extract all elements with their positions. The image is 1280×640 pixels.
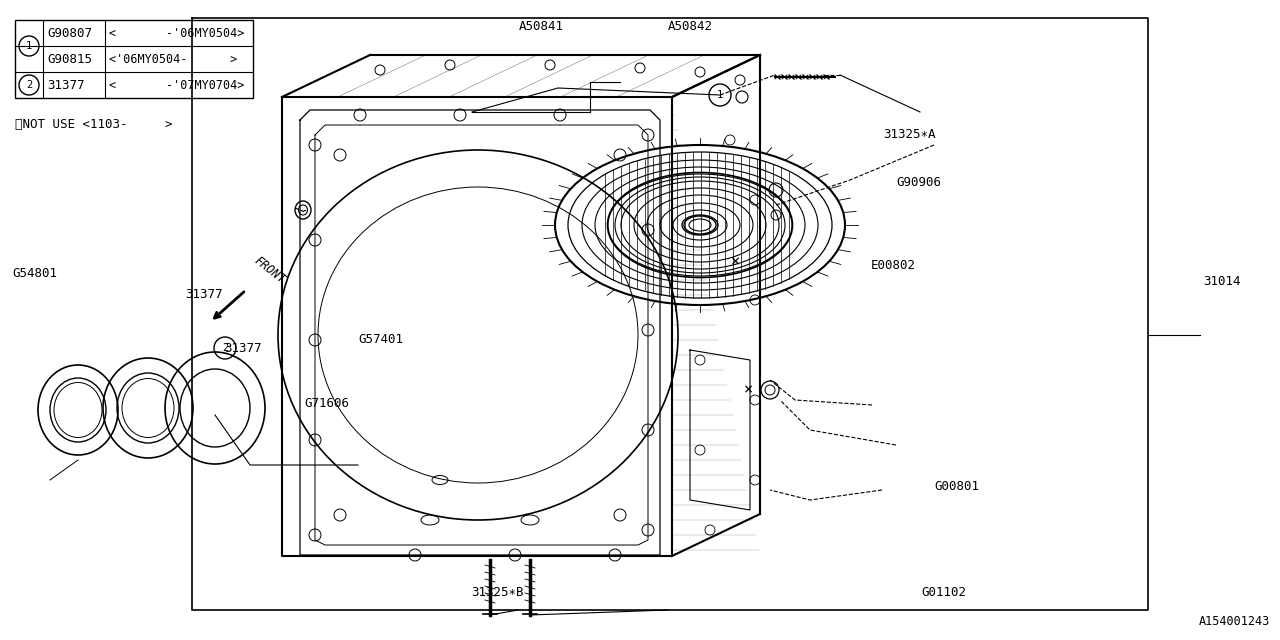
Text: <       -'06MY0504>: < -'06MY0504> — [109, 26, 244, 40]
Text: ×: × — [731, 255, 740, 269]
Text: G90906: G90906 — [896, 176, 941, 189]
Text: 31377: 31377 — [224, 342, 261, 355]
Text: ※NOT USE <1103-     >: ※NOT USE <1103- > — [15, 118, 173, 131]
Text: 31325∗B: 31325∗B — [471, 586, 524, 598]
Text: <       -'07MY0704>: < -'07MY0704> — [109, 79, 244, 92]
Text: <'06MY0504-      >: <'06MY0504- > — [109, 52, 237, 65]
Text: G57401: G57401 — [358, 333, 403, 346]
Text: A50841: A50841 — [518, 20, 563, 33]
Text: G00801: G00801 — [934, 480, 979, 493]
Text: G90807: G90807 — [47, 26, 92, 40]
Text: 31325∗A: 31325∗A — [883, 128, 936, 141]
Text: FRONT: FRONT — [252, 254, 288, 286]
Bar — [15, 20, 253, 98]
Text: G90815: G90815 — [47, 52, 92, 65]
Text: A154001243: A154001243 — [1199, 615, 1270, 628]
Text: 2: 2 — [26, 80, 32, 90]
Text: E00802: E00802 — [870, 259, 915, 272]
Text: 31377: 31377 — [47, 79, 84, 92]
Text: 1: 1 — [26, 41, 32, 51]
Text: G54801: G54801 — [13, 268, 58, 280]
Text: A50842: A50842 — [668, 20, 713, 33]
Text: ×: × — [744, 383, 753, 397]
Text: 1: 1 — [717, 90, 723, 100]
Text: 2: 2 — [221, 343, 228, 353]
Text: 31014: 31014 — [1203, 275, 1240, 288]
Text: G71606: G71606 — [305, 397, 349, 410]
Text: G01102: G01102 — [922, 586, 966, 598]
Text: 31377: 31377 — [186, 288, 223, 301]
